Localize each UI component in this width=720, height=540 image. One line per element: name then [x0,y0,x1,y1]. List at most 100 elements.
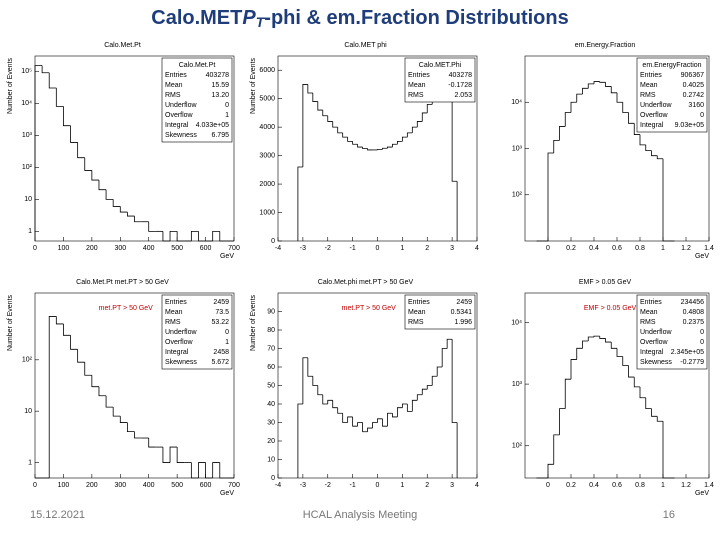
histogram-bin [198,231,206,242]
histogram-bin [426,385,433,390]
histogram-bin [547,152,554,241]
histogram-bin [307,84,313,94]
x-tick-label: 3 [450,245,454,252]
x-tick-label: 0 [33,482,37,489]
histogram-bin [605,82,612,87]
cut-annotation: met.PT > 50 GeV [99,305,153,312]
x-tick-label: -2 [325,482,331,489]
x-tick-label: 400 [143,482,155,489]
histogram-bin [397,407,403,417]
x-tick-label: 100 [58,482,70,489]
y-tick-label: 5000 [259,96,275,103]
panel-title: Calo.Met.phi met.PT > 50 GeV [318,279,414,286]
x-tick-label: -2 [325,245,331,252]
histogram-bin [297,403,303,478]
histogram-bin [307,357,313,377]
histogram-bin [656,155,663,160]
histogram-bin [70,335,78,350]
cut-annotation: EMF > 0.05 GeV [584,305,637,312]
histogram-bin [367,148,373,151]
title-symbol: P [242,7,256,29]
histogram-bin [148,221,156,232]
page-number: 16 [663,509,675,521]
histogram-bin [112,407,121,417]
stats-label: Mean [165,309,183,316]
histogram-bin [84,362,92,376]
stats-value: 6.795 [211,132,229,139]
histogram-bin [656,416,663,422]
histogram-bin [372,422,378,429]
histogram-bin [651,150,658,157]
y-tick-label: 20 [267,438,275,445]
histogram-bin [322,394,328,405]
y-tick-label: 40 [267,401,275,408]
stats-value: 9.03e+05 [675,122,704,129]
y-tick-label: 10⁴ [511,319,522,326]
x-tick-label: 200 [86,245,98,252]
y-tick-label: 0 [271,238,275,245]
histogram-bin [98,180,107,191]
histogram-bin [219,462,227,479]
x-tick-label: 500 [171,482,183,489]
stats-value: 1 [225,339,229,346]
histogram-bin [616,92,623,103]
histogram-bin [105,395,114,408]
y-tick-label: 1 [28,228,32,235]
y-tick-label: 10² [22,164,33,171]
y-tick-label: 10⁵ [21,68,32,75]
histogram-bin [401,136,408,142]
y-axis-label: Number of Events [7,57,14,114]
histogram-bin [357,422,363,427]
x-tick-label: 300 [114,482,126,489]
histogram-bin [559,408,566,435]
histogram-bin [582,340,589,349]
stats-value: 0.4808 [683,309,705,316]
histogram-bin [387,412,393,427]
histogram-bin [317,385,323,396]
histogram-bin [377,148,383,150]
stats-value: -0.2779 [680,359,704,366]
histogram-bin [126,212,135,217]
histogram-bin [576,347,583,360]
x-tick-label: 1.2 [681,245,691,252]
stats-label: Overflow [165,112,194,119]
stats-label: RMS [165,319,181,326]
histogram-bin [77,142,85,159]
histogram-bin [431,375,438,386]
histogram-bin [91,170,99,181]
histogram-bin [337,127,343,134]
panel-title: Calo.Met.Pt [104,42,141,49]
stats-label: Entries [408,299,430,306]
histogram-bin [411,126,418,133]
histogram-bin [610,86,617,94]
x-tick-label: -1 [350,245,356,252]
stats-value: 403278 [206,72,229,79]
histogram-bin [190,462,199,479]
stats-label: Skewness [640,359,672,366]
x-tick-label: 700 [228,245,240,252]
stats-value: 2.345e+05 [671,349,704,356]
stats-label: RMS [408,319,424,326]
stats-label: Integral [165,122,189,129]
x-tick-label: 600 [200,482,212,489]
histogram-bin [387,146,393,149]
y-axis-label: Number of Events [7,294,14,351]
slide-title: Calo.METPT-phi & em.Fraction Distributio… [151,7,568,29]
panel-title: Calo.Met.Pt met.PT > 50 GeV [76,279,169,286]
x-tick-label: 4 [475,245,479,252]
histogram-bin [645,397,652,410]
x-tick-label: 1.4 [704,245,714,252]
histogram-bin [628,365,635,378]
x-tick-label: 700 [228,482,240,489]
x-tick-label: 2 [425,245,429,252]
stats-label: Mean [640,309,658,316]
stats-label: Entries [640,72,662,79]
histogram-bin [342,413,348,423]
x-tick-label: 600 [200,245,212,252]
x-tick-label: 1.4 [704,482,714,489]
stats-label: Integral [165,349,189,356]
histogram-bin [421,388,428,395]
stats-label: Mean [408,309,426,316]
stats-label: Entries [640,299,662,306]
